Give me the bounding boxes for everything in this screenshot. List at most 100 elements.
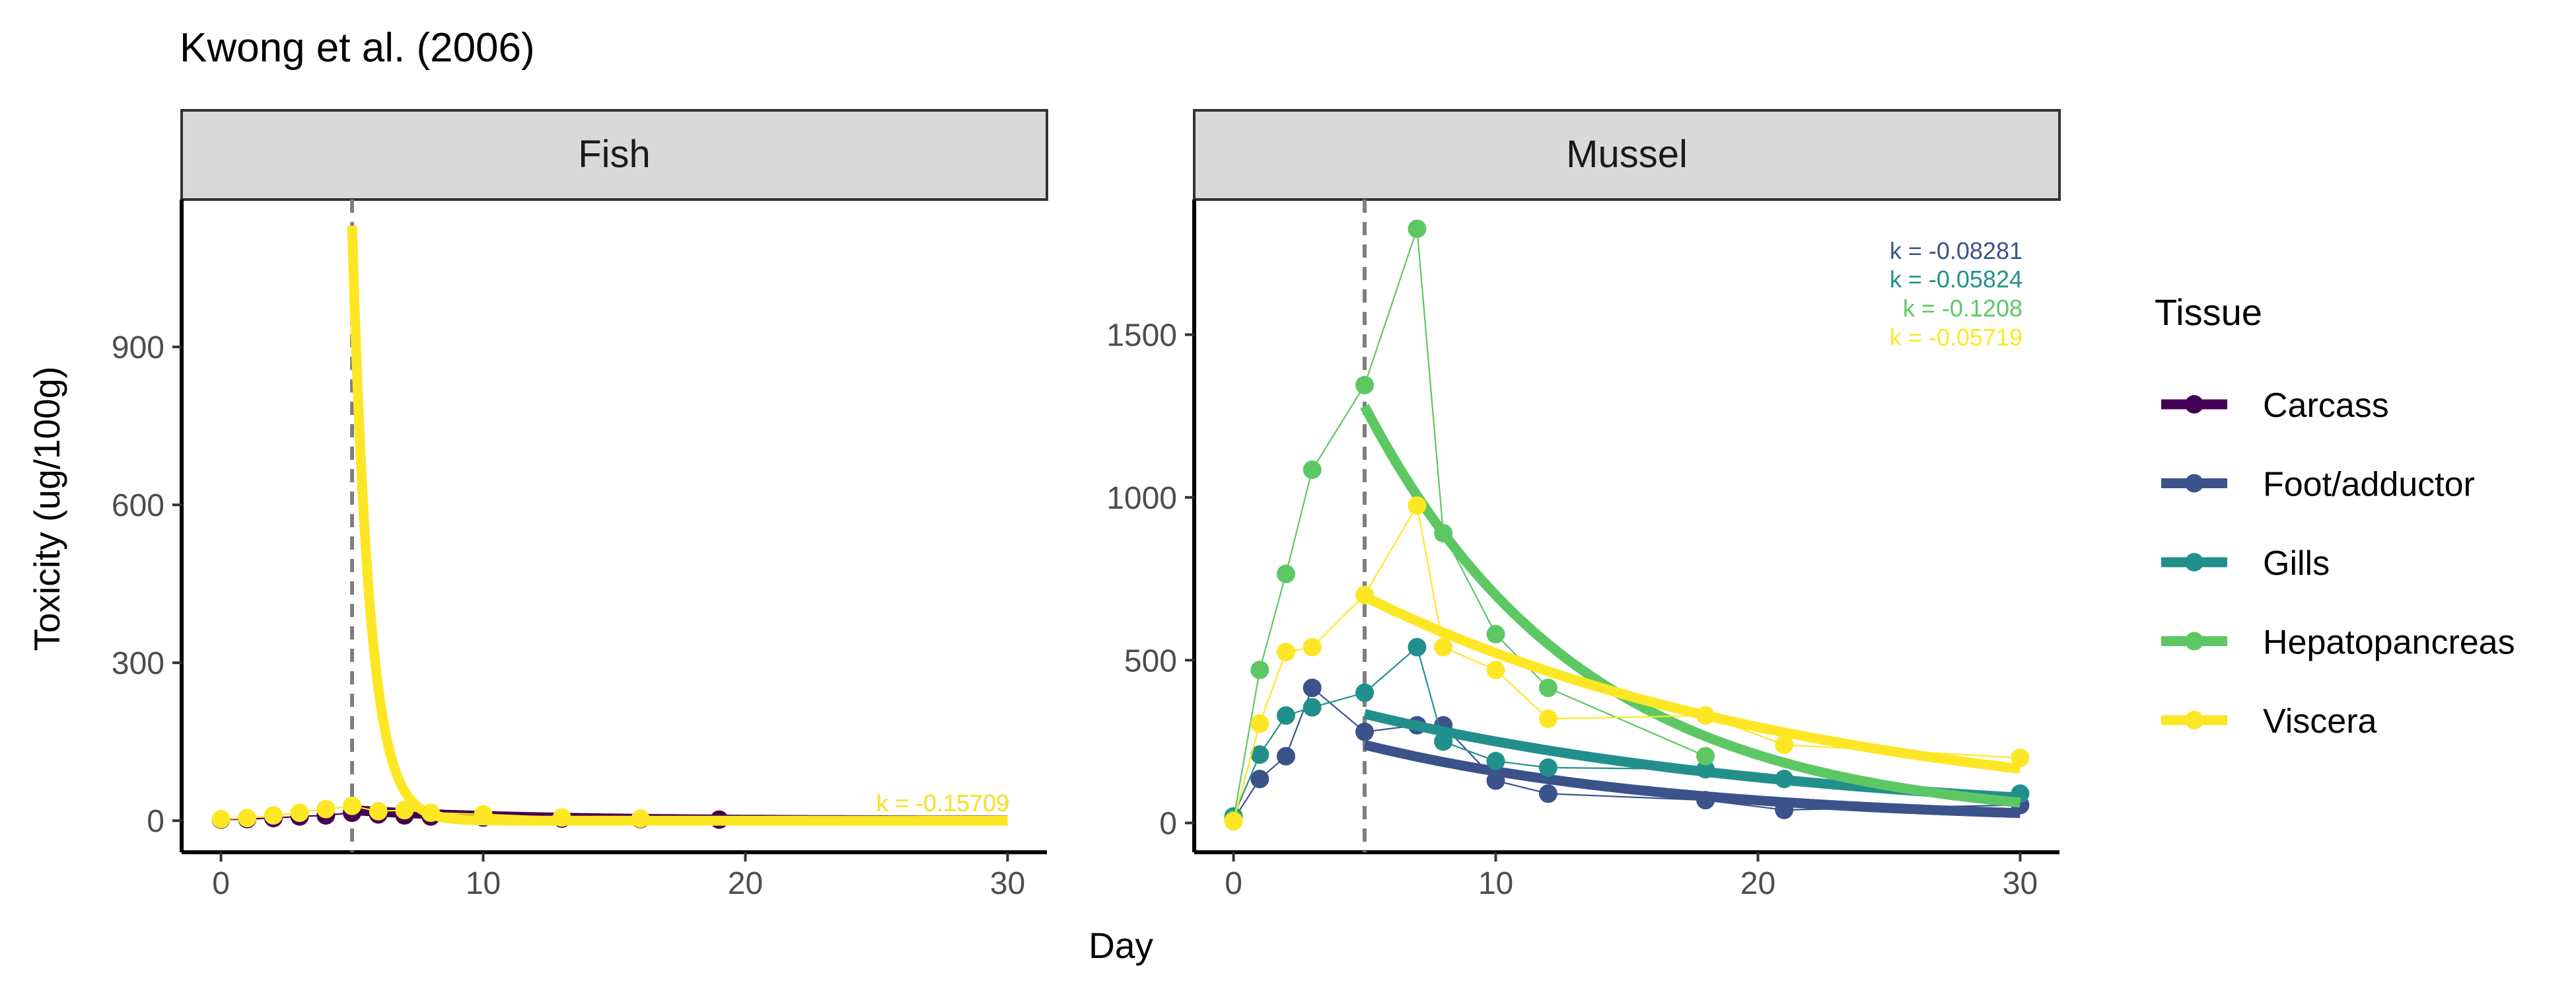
legend-item-gills: Gills: [2161, 544, 2330, 583]
y-tick-label: 300: [112, 646, 164, 681]
k-annotation: k = -0.1208: [1903, 295, 2022, 322]
data-point: [1355, 585, 1375, 605]
data-point: [1538, 784, 1557, 803]
series-viscera: [211, 225, 1010, 828]
data-point: [1355, 722, 1375, 741]
legend-item-hepatopancreas: Hepatopancreas: [2161, 624, 2515, 662]
data-point: [395, 801, 414, 820]
legend-key-point: [2185, 632, 2203, 651]
y-tick-label: 600: [112, 488, 164, 523]
x-tick-label: 30: [990, 866, 1025, 901]
data-point: [1276, 747, 1295, 766]
data-point: [1303, 460, 1322, 479]
panel-strip: [1193, 109, 2061, 201]
series-line: [1233, 503, 2021, 822]
fit-curve: [1362, 592, 2022, 774]
y-tick-label: 0: [147, 804, 164, 839]
series-line: [1233, 228, 1706, 820]
data-point: [631, 809, 650, 828]
data-point: [474, 805, 493, 824]
data-point: [1486, 624, 1505, 643]
y-tick-label: 1500: [1106, 318, 1177, 353]
data-point: [211, 809, 231, 828]
legend: Tissue Carcass Foot/adductor Gills Hepatopan…: [2155, 291, 2515, 741]
data-point: [421, 803, 441, 823]
x-axis-label: Day: [1089, 925, 1153, 966]
data-point: [1538, 709, 1557, 728]
k-annotation: k = -0.15709: [877, 789, 1009, 817]
k-annotation: k = -0.15709: [877, 789, 1009, 817]
data-point: [264, 806, 283, 825]
data-point: [1434, 732, 1453, 751]
legend-item-viscera: Viscera: [2161, 702, 2377, 741]
y-tick-label: 900: [112, 330, 164, 365]
data-point: [1486, 771, 1505, 790]
legend-label: Gills: [2263, 544, 2330, 583]
data-point: [2011, 749, 2030, 768]
k-annotation: k = -0.05824: [1890, 266, 2022, 293]
legend-item-carcass: Carcass: [2161, 386, 2389, 425]
y-tick-label: 0: [1159, 807, 1177, 842]
data-point: [1434, 638, 1453, 657]
data-point: [1276, 706, 1295, 725]
y-axis-label: Toxicity (ug/100g): [26, 366, 67, 651]
legend-key-point: [2185, 553, 2203, 571]
legend-key-point: [2185, 474, 2203, 493]
legend-label: Hepatopancreas: [2263, 624, 2515, 662]
data-point: [1434, 524, 1453, 543]
x-tick-label: 10: [466, 866, 501, 901]
k-annotation: k = -0.08281: [1890, 237, 2022, 264]
data-point: [1250, 661, 1270, 680]
data-point: [1696, 747, 1715, 766]
legend-key-point: [2185, 395, 2203, 414]
x-tick-label: 0: [1225, 866, 1242, 901]
data-point: [1775, 770, 1794, 789]
legend-title: Tissue: [2155, 291, 2262, 333]
data-point: [369, 801, 388, 821]
data-point: [343, 796, 362, 815]
data-point: [1538, 758, 1557, 777]
x-tick-label: 0: [212, 866, 230, 901]
data-point: [1355, 683, 1375, 702]
data-point: [1408, 219, 1427, 239]
panel-strip-label: Mussel: [1566, 133, 1688, 176]
data-point: [1276, 564, 1295, 583]
legend-label: Viscera: [2263, 702, 2377, 741]
fit-curve: [1360, 404, 2022, 808]
data-point: [1224, 812, 1243, 831]
data-point: [290, 803, 309, 823]
data-point: [1696, 760, 1715, 779]
fit-curve: [347, 225, 1010, 826]
data-point: [238, 809, 257, 828]
panel-strip-label: Fish: [578, 133, 651, 176]
fit-curve: [1362, 740, 2022, 819]
data-point: [552, 808, 571, 827]
x-tick-label: 20: [728, 866, 763, 901]
x-tick-label: 30: [2003, 866, 2038, 901]
data-point: [1775, 735, 1794, 754]
data-point: [1276, 642, 1295, 661]
data-point: [1250, 770, 1270, 789]
data-point: [1696, 706, 1715, 725]
legend-label: Carcass: [2263, 386, 2389, 425]
data-point: [1355, 375, 1375, 394]
data-point: [1408, 638, 1427, 657]
data-point: [1486, 661, 1505, 680]
series-viscera: [1224, 496, 2030, 831]
data-point: [1486, 752, 1505, 771]
x-tick-label: 10: [1478, 866, 1513, 901]
data-point: [316, 799, 336, 819]
data-point: [1538, 679, 1557, 698]
k-annotation: k = -0.05719: [1890, 324, 2022, 351]
data-point: [1696, 791, 1715, 810]
data-point: [1408, 496, 1427, 515]
legend-label: Foot/adductor: [2263, 466, 2475, 504]
data-point: [1303, 698, 1322, 717]
legend-key-point: [2185, 711, 2203, 729]
y-tick-label: 500: [1124, 643, 1177, 679]
data-point: [1250, 745, 1270, 764]
